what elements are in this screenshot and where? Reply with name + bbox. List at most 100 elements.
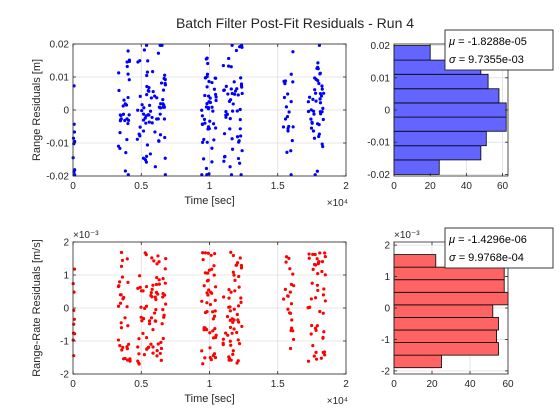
data-point [148, 109, 153, 113]
data-point [120, 348, 124, 352]
data-point [286, 92, 290, 96]
x-exponent-label: ×10⁴ [327, 396, 348, 407]
data-point [155, 354, 159, 358]
data-point [321, 106, 325, 110]
y-exponent-label: ×10⁻³ [394, 230, 420, 241]
data-point [163, 156, 167, 160]
data-point [156, 254, 160, 258]
data-point [291, 80, 295, 84]
data-point [313, 173, 317, 177]
data-point [282, 297, 286, 301]
data-point [119, 321, 123, 325]
x-tick-label: 60 [497, 181, 509, 192]
x-tick-label: 40 [461, 181, 473, 192]
data-point [71, 136, 76, 140]
scatter-points [71, 43, 326, 177]
y-tick-label: -2 [60, 370, 69, 381]
data-point [322, 287, 326, 291]
data-point [138, 94, 142, 98]
sigma-stat: σ = 9.9768e-04 [449, 252, 524, 264]
data-point [120, 258, 125, 263]
data-point [320, 269, 324, 274]
data-point [321, 117, 325, 122]
data-point [147, 113, 151, 117]
data-point [308, 305, 312, 309]
data-point [158, 43, 162, 47]
data-point [316, 67, 320, 71]
data-point [286, 294, 290, 298]
data-point [229, 87, 233, 91]
data-point [323, 251, 327, 255]
data-point [236, 156, 241, 161]
data-point [202, 137, 206, 142]
data-point [230, 109, 235, 113]
data-point [138, 285, 142, 290]
data-point [323, 273, 327, 277]
data-point [125, 305, 129, 309]
data-point [222, 132, 227, 136]
data-point [240, 43, 244, 47]
data-point [319, 94, 324, 98]
data-point [158, 106, 163, 110]
data-point [162, 313, 166, 317]
data-point [126, 72, 130, 76]
data-point [222, 88, 226, 92]
data-point [230, 91, 234, 96]
data-point [150, 287, 154, 291]
data-point [127, 342, 131, 346]
data-point [227, 356, 232, 361]
data-point [224, 115, 228, 119]
data-point [310, 323, 314, 328]
data-point [237, 274, 241, 279]
y-exponent-label: ×10⁻³ [73, 230, 99, 241]
data-point [286, 129, 290, 133]
data-point [224, 109, 228, 114]
data-point [320, 87, 324, 91]
data-point [231, 102, 235, 106]
data-point [138, 274, 142, 278]
data-point [159, 81, 164, 85]
data-point [209, 358, 213, 362]
histogram-bar [393, 304, 494, 318]
x-tick-label: 2 [343, 379, 349, 390]
data-point [163, 73, 167, 77]
data-point [210, 105, 214, 109]
data-point [288, 346, 293, 351]
data-point [239, 296, 243, 300]
data-point [123, 169, 127, 173]
data-point [73, 332, 77, 336]
data-point [311, 252, 315, 256]
data-point [73, 173, 77, 177]
data-point [309, 297, 313, 301]
data-point [202, 117, 207, 122]
data-point [232, 307, 236, 311]
data-point [141, 129, 146, 133]
x-tick-label: 60 [502, 379, 514, 390]
data-point [310, 120, 314, 124]
data-point [119, 264, 124, 268]
data-point [288, 290, 292, 294]
data-point [239, 266, 244, 270]
data-point [119, 117, 123, 121]
data-point [315, 283, 320, 287]
data-point [214, 126, 218, 130]
data-point [309, 332, 313, 336]
data-point [228, 325, 233, 329]
data-point [282, 95, 287, 100]
data-point [207, 79, 211, 84]
data-point [206, 251, 210, 255]
data-point [200, 349, 204, 353]
data-point [205, 301, 209, 305]
data-point [322, 350, 327, 354]
data-point [306, 359, 311, 363]
data-point [227, 56, 231, 61]
y-tick-label: 2 [384, 241, 390, 252]
data-point [229, 173, 234, 177]
data-point [281, 125, 286, 129]
data-point [322, 91, 326, 95]
data-point [314, 99, 318, 103]
data-point [318, 91, 322, 96]
data-point [156, 342, 160, 346]
data-point [289, 326, 294, 330]
